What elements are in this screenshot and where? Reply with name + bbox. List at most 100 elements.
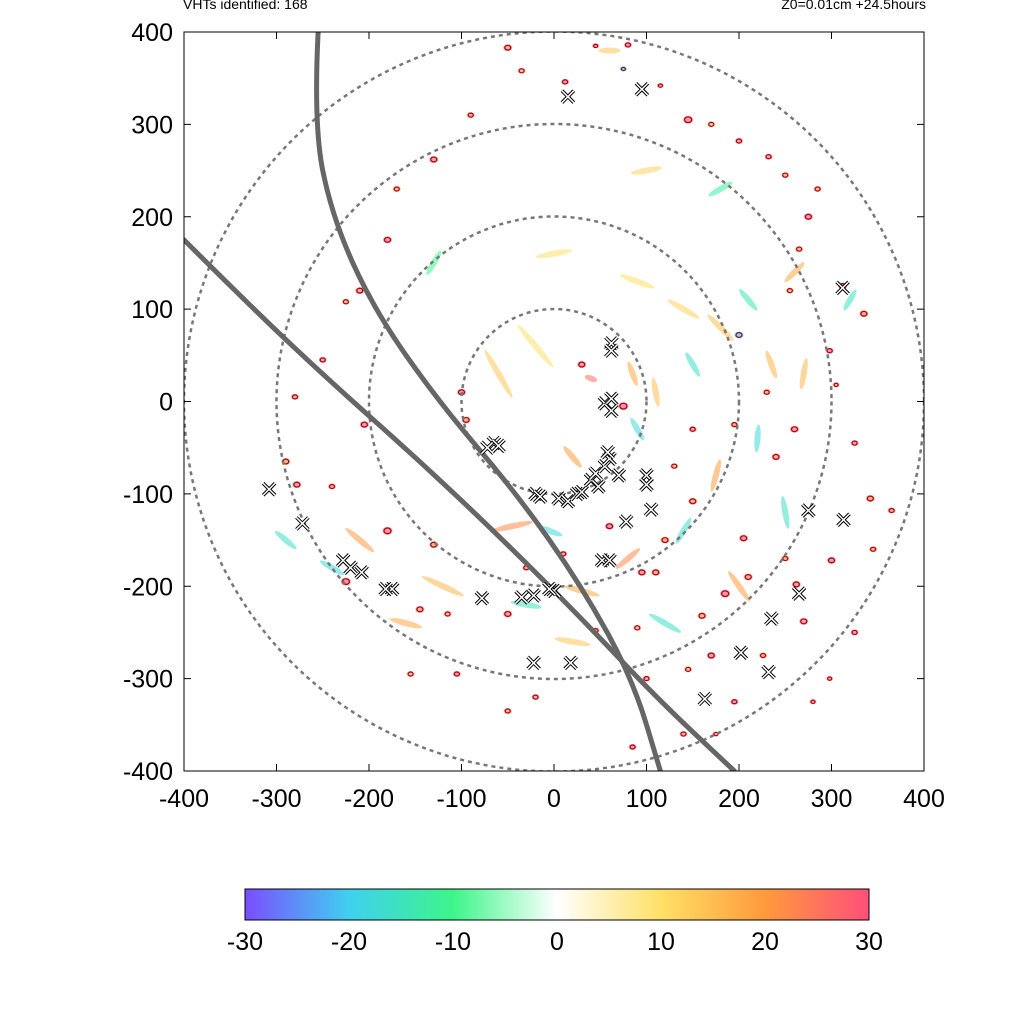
- vortex-contour: [827, 557, 836, 564]
- vortex-contour: [786, 288, 793, 294]
- field-streak: [765, 350, 778, 379]
- vortex-contour: [416, 606, 424, 613]
- vht-marker-inner: [601, 445, 615, 459]
- range-ring: [184, 32, 924, 771]
- y-tick-label: -400: [123, 758, 173, 786]
- vht-marker-inner: [295, 516, 309, 530]
- vht-marker-inner: [527, 656, 541, 670]
- field-streak: [675, 517, 692, 544]
- vortex-contour: [605, 523, 614, 530]
- vht-marker: [480, 440, 495, 455]
- vortex-contour: [619, 402, 628, 410]
- vortex-contour: [624, 42, 632, 48]
- vht-marker: [597, 458, 613, 474]
- vortex-contour: [804, 213, 812, 220]
- vht-marker: [600, 445, 615, 460]
- vortex-contour: [707, 652, 715, 659]
- vht-marker-inner: [561, 90, 575, 104]
- field-streak: [345, 527, 375, 553]
- vht-marker: [801, 503, 816, 518]
- vortex-contour: [851, 629, 858, 636]
- vortex-contour: [383, 527, 392, 535]
- field-streak: [584, 374, 598, 382]
- field-streak: [535, 249, 573, 259]
- vht-marker: [618, 514, 634, 529]
- field-streak: [389, 618, 423, 629]
- range-ring: [275, 122, 833, 681]
- vht-marker-inner: [604, 404, 618, 418]
- vht-marker-inner: [698, 692, 712, 706]
- vht-marker: [378, 581, 393, 597]
- vortex-contour: [561, 79, 569, 85]
- vht-marker: [836, 512, 851, 527]
- vortex-contour: [453, 671, 460, 677]
- vortex-contour: [430, 156, 438, 163]
- vht-marker-inner: [635, 82, 649, 96]
- vht-marker-inner: [602, 553, 617, 567]
- vortex-contour: [360, 421, 368, 428]
- vht-markers: [261, 82, 851, 707]
- vortex-contour: [356, 287, 364, 294]
- vht-marker: [835, 280, 850, 296]
- x-tick-label: -200: [344, 785, 394, 813]
- colorbar-tick-label: -20: [331, 928, 367, 956]
- vortex-contour: [638, 569, 646, 576]
- x-tick-label: 100: [626, 785, 668, 813]
- vortex-contour: [888, 507, 895, 514]
- vht-marker: [634, 82, 650, 97]
- field-streak: [648, 613, 682, 633]
- vht-marker-inner: [262, 482, 276, 496]
- vht-marker-inner: [604, 392, 618, 406]
- vht-marker: [261, 482, 277, 497]
- field-streak: [492, 520, 533, 532]
- vht-marker: [639, 477, 654, 492]
- vortex-contour: [735, 331, 743, 338]
- x-tick-label: -100: [436, 785, 486, 813]
- vht-marker: [551, 491, 566, 506]
- field-streak: [784, 262, 805, 283]
- vht-marker: [532, 489, 548, 504]
- field-streak: [754, 424, 761, 453]
- vht-marker-inner: [644, 503, 658, 517]
- colorbar-tick-label: 30: [855, 928, 883, 956]
- vht-marker: [295, 516, 310, 531]
- vht-marker-inner: [619, 515, 633, 529]
- vht-marker: [335, 553, 351, 568]
- field-streak: [710, 459, 722, 492]
- vortex-contour: [383, 236, 392, 243]
- field-streak: [685, 352, 701, 377]
- vht-marker: [354, 565, 369, 580]
- field-streak: [426, 250, 442, 276]
- vortex-contour: [504, 708, 511, 714]
- vortex-contour: [792, 581, 800, 588]
- vortex-contour: [657, 83, 663, 88]
- colorbar: -30 -20 -10 0 10 20 30: [227, 888, 883, 956]
- field-streak: [517, 324, 554, 368]
- vht-marker: [563, 655, 578, 671]
- vht-marker-inner: [836, 513, 851, 527]
- vortex-contour: [870, 546, 877, 552]
- field-streak: [422, 576, 464, 597]
- vht-marker-inner: [480, 441, 494, 455]
- x-tick-label: -300: [251, 785, 301, 813]
- run-info-label: Z0=0.01cm +24.5hours: [781, 0, 926, 12]
- vortex-contour: [578, 361, 586, 368]
- vortex-contour: [790, 426, 799, 433]
- field-streak: [319, 560, 345, 576]
- field-streak: [598, 47, 621, 54]
- vht-marker: [542, 581, 557, 597]
- vortex-contour: [643, 676, 650, 682]
- field-streak: [615, 548, 641, 569]
- vht-marker-inner: [515, 590, 529, 604]
- vortex-contour: [671, 463, 678, 469]
- vortex-contour: [814, 186, 821, 192]
- vortex-contour: [759, 652, 767, 659]
- y-tick-label: 400: [131, 19, 173, 47]
- vht-marker: [591, 479, 606, 494]
- vortex-contour: [866, 495, 874, 502]
- vortex-contour: [684, 116, 693, 124]
- field-streak: [651, 377, 660, 407]
- vortex-contour: [293, 481, 301, 488]
- vht-marker: [491, 438, 506, 454]
